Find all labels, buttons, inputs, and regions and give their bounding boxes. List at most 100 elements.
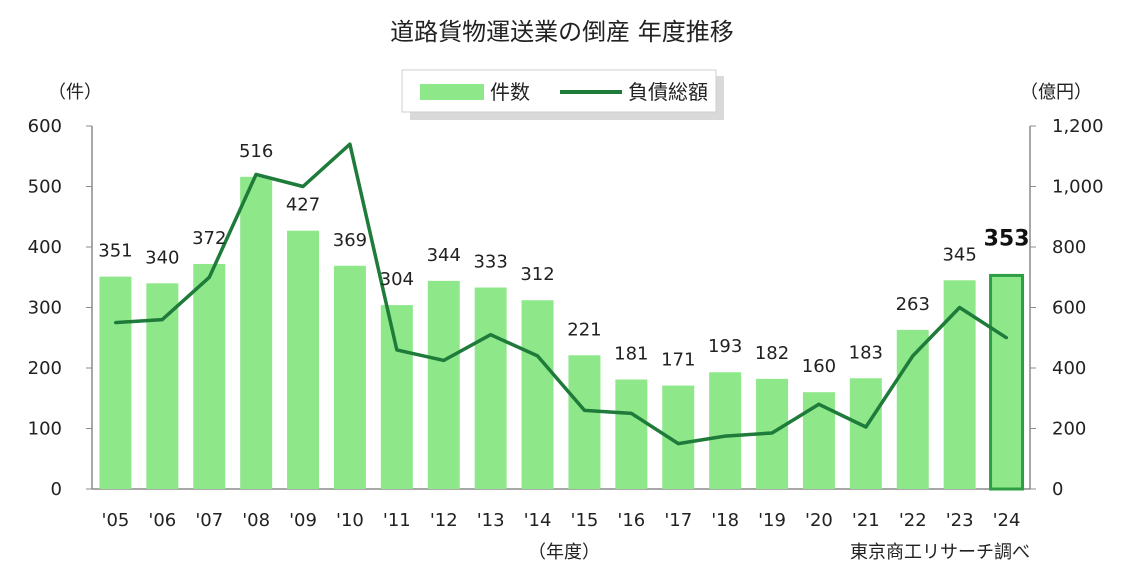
bar-value-label: 193 (708, 336, 742, 357)
left-tick-label: 200 (28, 358, 62, 379)
x-tick-label: '11 (383, 510, 411, 531)
bar (521, 300, 554, 489)
bar (568, 355, 601, 489)
bar (240, 176, 273, 489)
bar (146, 283, 179, 489)
debt-point (582, 408, 586, 412)
left-tick-label: 300 (28, 298, 62, 319)
bar (380, 305, 413, 489)
debt-point (207, 275, 211, 279)
x-tick-label: '13 (477, 510, 505, 531)
x-tick-label: '17 (664, 510, 692, 531)
right-axis-unit: （億円） (1020, 82, 1092, 103)
x-tick-label: '06 (148, 510, 176, 531)
bar (427, 280, 460, 489)
bar-value-label: 312 (520, 264, 554, 285)
bar (802, 392, 835, 489)
debt-point (723, 434, 727, 438)
bar (333, 265, 366, 489)
debt-point (911, 354, 915, 358)
bar-value-label: 369 (333, 230, 367, 251)
bar-value-label: 171 (661, 350, 695, 371)
debt-point (113, 321, 117, 325)
source-note: 東京商工リサーチ調べ (850, 542, 1030, 563)
x-tick-label: '15 (571, 510, 599, 531)
bar-value-label: 372 (192, 228, 226, 249)
bar-value-label: 333 (473, 252, 507, 273)
x-axis-label: （年度） (528, 542, 600, 563)
bar-value-label: 353 (984, 226, 1030, 251)
legend-label-bars: 件数 (490, 80, 530, 104)
bar-value-label: 181 (614, 343, 648, 364)
bar (849, 378, 882, 489)
plot-area: 0 100 200 300 400 500 600 0 200 400 600 800 1,000 1,2… (28, 116, 1104, 531)
bar-value-label: 160 (802, 356, 836, 377)
left-tick-label: 500 (28, 177, 62, 198)
bar (615, 379, 648, 489)
bar (287, 230, 320, 490)
debt-point (442, 358, 446, 362)
bar-value-label: 340 (145, 247, 179, 268)
right-tick-label: 400 (1052, 358, 1086, 379)
debt-point (958, 306, 962, 309)
debt-point (817, 402, 821, 406)
x-tick-label: '12 (430, 510, 458, 531)
chart-title: 道路貨物運送業の倒産 年度推移 (390, 18, 734, 46)
bar-value-label: 427 (286, 195, 320, 216)
bar-value-label: 351 (98, 241, 132, 262)
debt-point (301, 185, 305, 188)
bar-value-label: 345 (942, 244, 976, 265)
x-tick-label: '21 (852, 510, 880, 531)
x-tick-label: '10 (336, 510, 364, 531)
x-tick-label: '18 (711, 510, 739, 531)
bar-value-label: 221 (567, 319, 601, 340)
x-tick-label: '24 (993, 510, 1021, 531)
x-tick-label: '22 (899, 510, 927, 531)
legend-bar-swatch (420, 84, 484, 100)
x-tick-label: '20 (805, 510, 833, 531)
x-tick-label: '14 (524, 510, 552, 531)
x-tick-label: '08 (242, 510, 270, 531)
debt-point (770, 431, 774, 435)
debt-point (489, 333, 493, 337)
bar-value-label: 183 (849, 342, 883, 363)
right-tick-label: 1,000 (1052, 177, 1104, 198)
legend: 件数 負債総額 (401, 69, 724, 120)
right-tick-label: 1,200 (1052, 116, 1104, 137)
left-tick-label: 400 (28, 237, 62, 258)
debt-line (115, 142, 1008, 446)
x-tick-label: '09 (289, 510, 317, 531)
bar (709, 372, 742, 489)
right-tick-label: 0 (1052, 479, 1063, 500)
x-tick-label: '16 (617, 510, 645, 531)
right-tick-label: 800 (1052, 237, 1086, 258)
bar (943, 280, 976, 489)
x-tick-label: '23 (946, 510, 974, 531)
bar (474, 287, 507, 489)
right-tick-label: 600 (1052, 298, 1086, 319)
bar-value-label: 263 (896, 294, 930, 315)
bar-value-label: 304 (380, 269, 414, 290)
debt-point (1005, 336, 1009, 340)
right-tick-label: 200 (1052, 419, 1086, 440)
debt-point (160, 318, 164, 322)
bar-value-label: 516 (239, 141, 273, 162)
left-tick-label: 600 (28, 116, 62, 137)
bar-value-label: 344 (427, 245, 461, 266)
x-tick-label: '07 (195, 510, 223, 531)
debt-point (864, 425, 868, 429)
debt-point (348, 142, 352, 146)
debt-point (536, 354, 540, 358)
bar (989, 273, 1025, 491)
debt-point (629, 411, 633, 415)
debt-point (395, 348, 399, 352)
left-tick-label: 0 (51, 479, 62, 500)
debt-point (676, 442, 680, 446)
x-tick-label: '05 (102, 510, 130, 531)
bar (99, 276, 132, 489)
x-tick-label: '19 (758, 510, 786, 531)
legend-label-line: 負債総額 (628, 80, 708, 104)
debt-point (254, 172, 258, 176)
